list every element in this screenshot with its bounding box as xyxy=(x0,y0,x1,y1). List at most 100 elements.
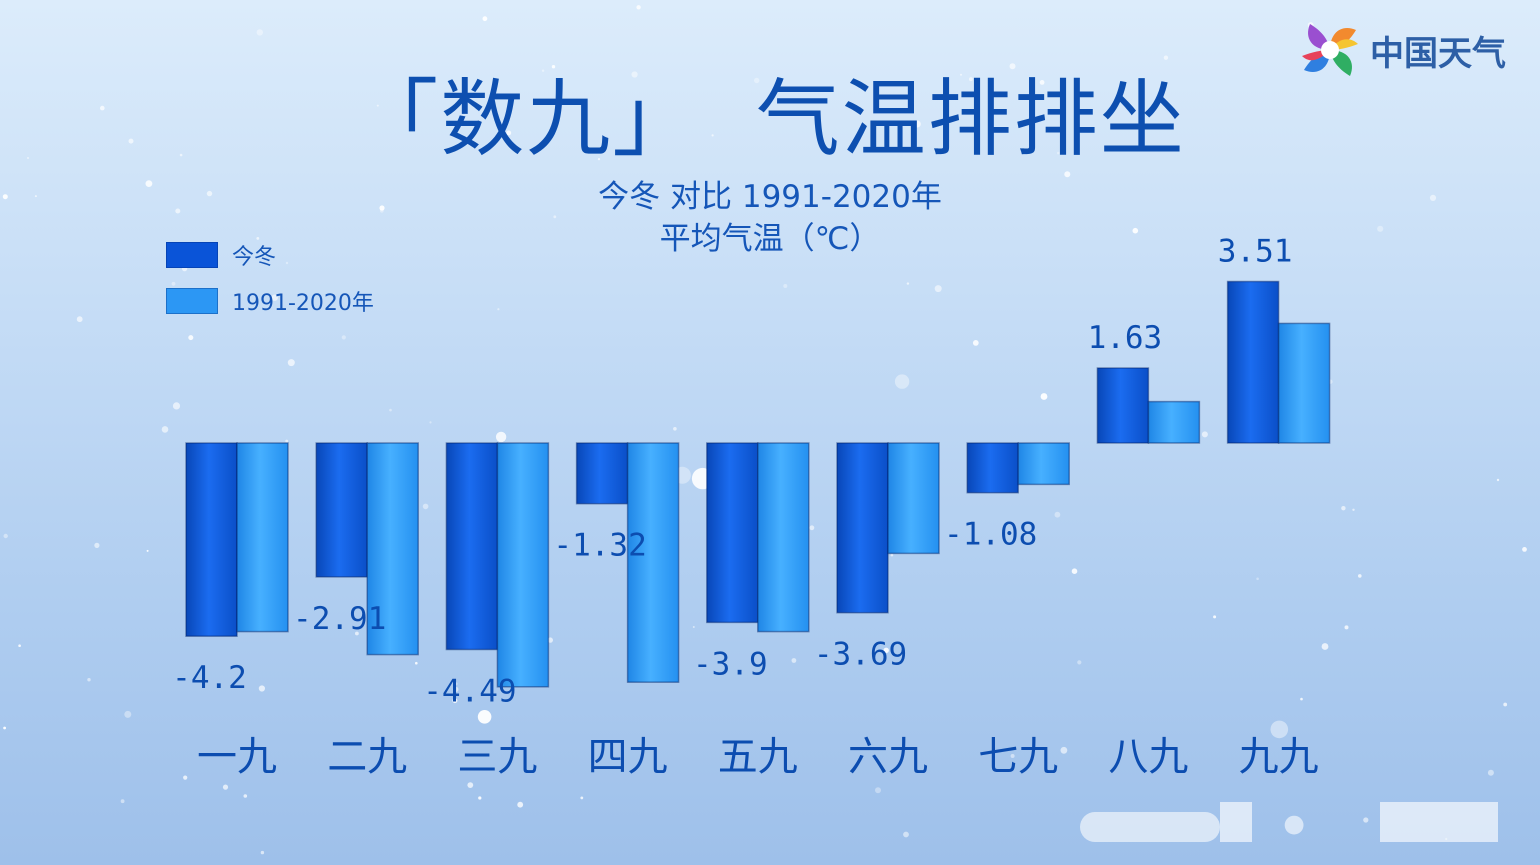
snowflake xyxy=(429,421,432,424)
snowflake xyxy=(883,647,889,653)
bar-this-winter xyxy=(966,442,1019,494)
snowflake xyxy=(124,710,132,718)
legend-item-climate: 1991-2020年 xyxy=(166,278,374,324)
chart-subtitle: 今冬 对比 1991-2020年 平均气温（℃） xyxy=(0,176,1540,260)
legend-swatch-this-winter xyxy=(166,242,218,268)
value-label: -3.9 xyxy=(693,646,768,682)
snowflake xyxy=(1040,393,1048,400)
value-label: -1.32 xyxy=(553,528,646,564)
snowflake xyxy=(260,850,265,855)
snowflake xyxy=(969,77,973,82)
snowflake xyxy=(1363,817,1369,823)
snowflake xyxy=(495,431,507,443)
snowflake xyxy=(2,194,8,200)
value-label: -1.08 xyxy=(944,517,1037,553)
snowflake xyxy=(1344,625,1349,630)
snowflake xyxy=(467,782,474,788)
category-label: 四九 xyxy=(588,734,668,780)
snowflake xyxy=(145,180,153,188)
snowflake xyxy=(256,29,263,36)
snowflake xyxy=(1213,615,1217,619)
bar-climate xyxy=(1147,400,1201,444)
snowflake xyxy=(76,316,83,323)
snowflake xyxy=(1054,511,1061,518)
value-label: 3.51 xyxy=(1218,234,1293,270)
category-label: 三九 xyxy=(457,734,537,780)
bar-climate xyxy=(887,442,940,555)
legend: 今冬 1991-2020年 xyxy=(166,232,374,324)
snowflake xyxy=(553,215,557,219)
category-label: 七九 xyxy=(978,734,1058,780)
snowflake xyxy=(1352,508,1355,511)
snowflake xyxy=(256,237,260,240)
snowflake xyxy=(674,226,679,231)
chart-title: 「数九」 气温排排坐 xyxy=(354,70,1186,168)
snowflake xyxy=(1064,171,1071,178)
category-label: 二九 xyxy=(327,734,407,780)
snowflake xyxy=(128,138,134,144)
watermark-logo xyxy=(1080,802,1498,842)
snowflake xyxy=(179,153,183,157)
snowflake xyxy=(172,402,181,410)
snowflake xyxy=(903,831,909,838)
snowflake xyxy=(1321,643,1329,650)
snowflake xyxy=(1300,697,1303,701)
category-label: 八九 xyxy=(1108,734,1188,780)
legend-swatch-climate xyxy=(166,288,218,314)
snowflake xyxy=(120,799,125,804)
bar-climate xyxy=(1277,322,1331,444)
snowflake xyxy=(1132,227,1139,234)
snowflake xyxy=(285,439,289,443)
snowflake xyxy=(1009,63,1016,70)
bar-climate xyxy=(236,442,289,633)
snowflake xyxy=(1071,568,1078,574)
legend-item-this-winter: 今冬 xyxy=(166,232,374,278)
snowflake xyxy=(692,626,695,628)
snowflake xyxy=(452,686,459,693)
snowflake xyxy=(18,644,21,647)
snowflake xyxy=(972,340,979,346)
snowflake xyxy=(94,542,100,549)
value-label: -3.69 xyxy=(814,637,907,673)
snowflake xyxy=(1057,151,1060,155)
snowflake xyxy=(206,190,213,197)
snowflake xyxy=(175,208,181,214)
snowflake xyxy=(452,698,458,704)
bar-climate xyxy=(757,442,810,633)
snowflake xyxy=(376,104,379,107)
category-label: 五九 xyxy=(718,734,798,780)
snowflake xyxy=(341,335,346,340)
snowflake xyxy=(960,73,962,76)
snowflake xyxy=(87,678,91,682)
snowflake xyxy=(1487,769,1494,776)
snowflake xyxy=(1256,577,1259,581)
snowflake xyxy=(1201,431,1208,438)
snowflake xyxy=(3,533,8,539)
snowflake xyxy=(243,794,248,798)
snowflake xyxy=(1039,80,1045,85)
snowflake xyxy=(379,205,385,211)
snowflake xyxy=(636,5,641,10)
logo: 中国天气 xyxy=(1298,18,1506,82)
bar-this-winter xyxy=(1226,280,1280,444)
snowflake xyxy=(1429,194,1437,201)
snowflake xyxy=(517,801,524,808)
snowflake xyxy=(673,427,677,431)
bar-this-winter xyxy=(315,442,368,578)
snowflake xyxy=(547,637,553,643)
snowflake xyxy=(183,775,188,780)
bar-this-winter xyxy=(185,442,238,637)
value-label: 1.63 xyxy=(1088,320,1163,356)
snowflake xyxy=(1358,574,1362,578)
subtitle-line-2: 平均气温（℃） xyxy=(659,221,881,257)
snowflake xyxy=(285,261,289,265)
snowflake xyxy=(454,682,458,686)
snowflake xyxy=(1341,506,1346,511)
snowflake xyxy=(580,796,584,800)
snowflake xyxy=(894,374,910,389)
bar-climate xyxy=(496,442,550,688)
category-label: 九九 xyxy=(1239,734,1319,780)
snowflake xyxy=(1377,225,1384,232)
